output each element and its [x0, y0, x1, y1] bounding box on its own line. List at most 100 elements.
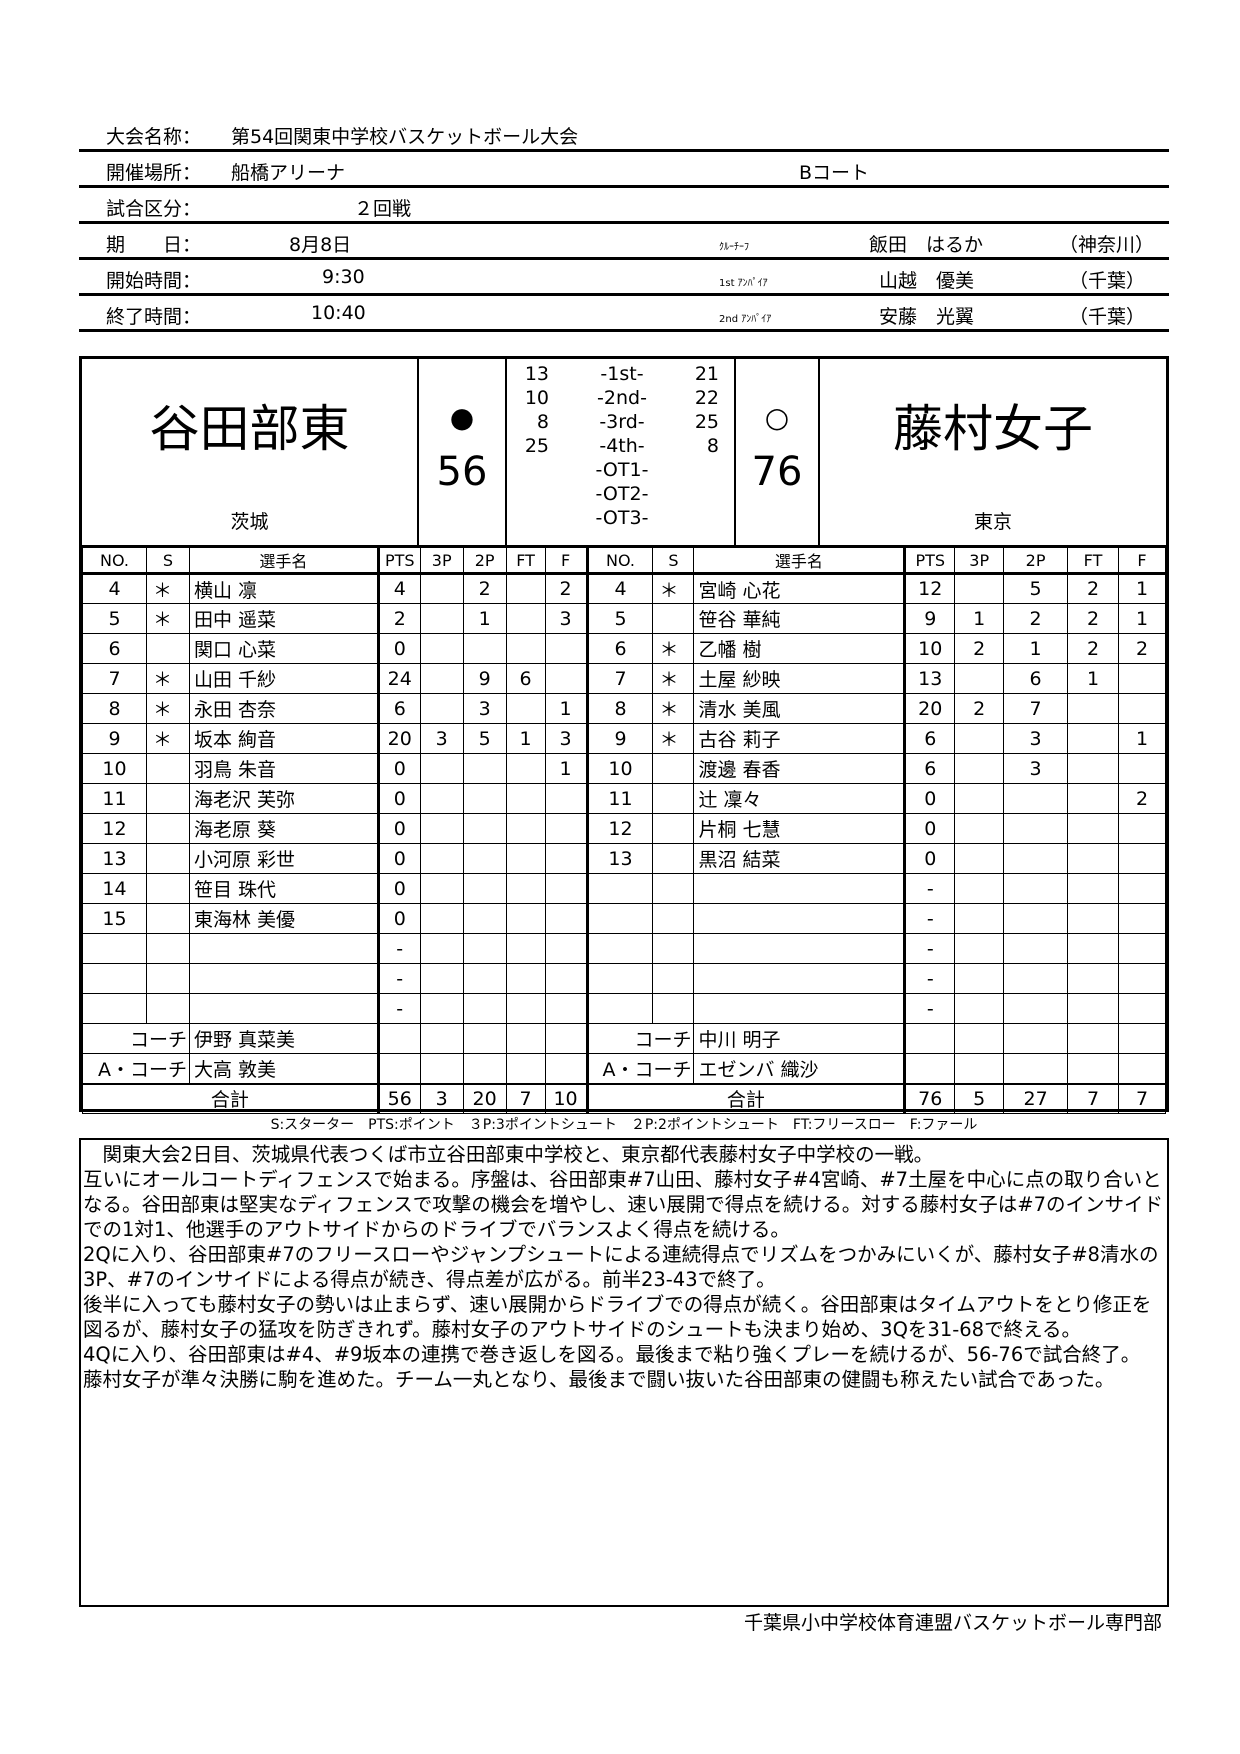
player-name: 坂本 絢音 — [188, 723, 379, 754]
starter: ＊ — [652, 573, 695, 604]
round-label: 試合区分： — [106, 198, 202, 220]
col-header-player-name: 選手名 — [188, 545, 379, 575]
no — [82, 993, 147, 1024]
pts: 0 — [376, 903, 421, 934]
official-pref: （神奈川） — [1059, 234, 1155, 256]
col-header-2p: 2P — [462, 545, 507, 575]
home-team-block: 谷田部東 茨城 — [82, 359, 419, 545]
empty-cell — [903, 1053, 956, 1084]
fouls — [1117, 843, 1167, 874]
starter: ＊ — [145, 573, 190, 604]
player-name: 辻 凜々 — [693, 783, 906, 814]
starter — [145, 633, 190, 664]
3p — [419, 933, 464, 964]
ft — [1067, 693, 1119, 724]
official-pref: （千葉） — [1069, 306, 1146, 328]
player-name — [188, 933, 379, 964]
player-row: 13 小河原 彩世 0 13 黒沼 結菜 0 — [82, 843, 1167, 874]
col-header-ft: FT — [505, 545, 546, 575]
3p — [419, 843, 464, 874]
period-label: -OT3- — [595, 507, 649, 529]
3p — [419, 663, 464, 694]
total-3p: 5 — [954, 1082, 1005, 1114]
empty-cell — [419, 1053, 464, 1084]
empty-cell — [1067, 1053, 1119, 1084]
ft — [505, 693, 546, 724]
fouls: 2 — [544, 573, 588, 604]
no: 11 — [585, 783, 654, 814]
fouls: 3 — [544, 603, 588, 634]
2p — [462, 783, 507, 814]
report-paragraph: 関東大会2日目、茨城県代表つくば市立谷田部東中学校と、東京都代表藤村女子中学校の… — [83, 1143, 934, 1166]
player-name — [693, 993, 906, 1024]
player-row: -- — [82, 993, 1167, 1024]
no: 11 — [82, 783, 147, 814]
starter: ＊ — [145, 693, 190, 724]
col-header-pts: PTS — [376, 545, 421, 575]
no: 10 — [585, 753, 654, 784]
end-label: 終了時間： — [106, 306, 202, 328]
pts: 0 — [376, 843, 421, 874]
2p — [462, 903, 507, 934]
col-header-fouls: F — [1117, 545, 1167, 575]
pts: 12 — [903, 573, 956, 604]
period-away: 25 — [694, 411, 719, 433]
fouls: 1 — [1117, 603, 1167, 634]
empty-cell — [954, 1023, 1005, 1054]
tournament-label: 大会名称： — [106, 126, 202, 148]
fouls — [1117, 933, 1167, 964]
2p: 5 — [1003, 573, 1069, 604]
col-header-no: NO. — [585, 545, 654, 575]
starter — [145, 813, 190, 844]
player-row: 7 ＊山田 千紗 24 9 6 7 ＊土屋 紗映 13 6 1 — [82, 663, 1167, 694]
coach-name: エゼンバ 織沙 — [693, 1053, 906, 1084]
starter — [145, 903, 190, 934]
starter: ＊ — [145, 723, 190, 754]
fouls — [1117, 753, 1167, 784]
coach-name: 伊野 真菜美 — [188, 1023, 379, 1054]
empty-cell — [544, 1023, 588, 1054]
2p — [1003, 873, 1069, 904]
ft: 2 — [1067, 603, 1119, 634]
player-name: 田中 遥菜 — [188, 603, 379, 634]
no — [585, 903, 654, 934]
no: 9 — [82, 723, 147, 754]
ft — [505, 813, 546, 844]
2p — [1003, 903, 1069, 934]
player-name: 東海林 美優 — [188, 903, 379, 934]
total-pts: 56 — [376, 1082, 421, 1114]
2p — [1003, 963, 1069, 994]
footer-organization: 千葉県小中学校体育連盟バスケットボール専門部 — [743, 1612, 1162, 1634]
scoreboard: 谷田部東 茨城 ● 56 13 -1st- 21 10 -2nd- 22 8 -3rd- 25 2… — [79, 356, 1169, 1114]
player-name: 海老原 葵 — [188, 813, 379, 844]
coach-row: A・コーチ 大高 敦美 A・コーチ エゼンバ 織沙 — [82, 1053, 1167, 1084]
3p — [419, 783, 464, 814]
pts: - — [376, 993, 421, 1024]
fouls — [544, 783, 588, 814]
period-label: -OT2- — [595, 483, 649, 505]
fouls: 1 — [544, 693, 588, 724]
player-name — [693, 933, 906, 964]
starter — [652, 843, 695, 874]
ft — [505, 963, 546, 994]
total-3p: 3 — [419, 1082, 464, 1114]
3p — [954, 663, 1005, 694]
pts: 0 — [376, 633, 421, 664]
player-row: 12 海老原 葵 0 12 片桐 七慧 0 — [82, 813, 1167, 844]
ft — [505, 993, 546, 1024]
report-paragraph: 2Qに入り、谷田部東#7のフリースローやジャンプシュートによる連続得点でリズムを… — [83, 1243, 1159, 1291]
3p — [419, 573, 464, 604]
header-row: NO. S 選手名 PTS 3P 2P FT F NO. S 選手名 PTS 3P 2P FT F — [82, 545, 1167, 575]
player-name: 宮崎 心花 — [693, 573, 906, 604]
empty-cell — [505, 1053, 546, 1084]
player-name — [693, 873, 906, 904]
3p — [954, 813, 1005, 844]
player-name — [188, 963, 379, 994]
starter — [652, 603, 695, 634]
no: 13 — [585, 843, 654, 874]
player-row: 6 関口 心菜 0 6 ＊乙幡 樹 10 2 1 2 2 — [82, 633, 1167, 664]
starter: ＊ — [145, 663, 190, 694]
player-name: 横山 凛 — [188, 573, 379, 604]
no: 4 — [82, 573, 147, 604]
ft: 6 — [505, 663, 546, 694]
